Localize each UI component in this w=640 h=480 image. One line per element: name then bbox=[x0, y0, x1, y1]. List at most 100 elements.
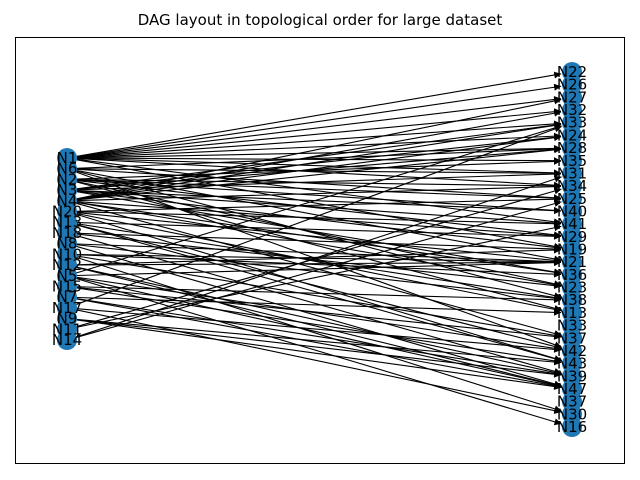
edge-N12-N39 bbox=[76, 266, 562, 376]
edge-N4-N24 bbox=[76, 134, 562, 201]
edge-N3-N40 bbox=[76, 189, 562, 215]
node-label-N1: N1 bbox=[57, 149, 78, 167]
node-label-N43: N43 bbox=[557, 355, 587, 373]
node-label-N47: N47 bbox=[557, 380, 587, 398]
edge-N20-N13 bbox=[76, 212, 562, 313]
edge-N12-N47 bbox=[76, 266, 562, 389]
node-label-N39: N39 bbox=[557, 367, 587, 385]
node-label-N30: N30 bbox=[557, 405, 587, 423]
node-label-N42: N42 bbox=[557, 342, 587, 360]
node-label-N40: N40 bbox=[557, 202, 587, 220]
edge-N1-N24 bbox=[76, 132, 562, 159]
edge-N9-N43 bbox=[76, 318, 562, 366]
node-label-N5: N5 bbox=[57, 267, 78, 285]
edge-N7-N13 bbox=[76, 296, 562, 316]
node-label-N6: N6 bbox=[57, 160, 78, 178]
node-label-N13: N13 bbox=[557, 304, 587, 322]
node-label-N28: N28 bbox=[557, 139, 587, 157]
edge-N7-N39 bbox=[76, 298, 562, 377]
edge-N9-N47 bbox=[76, 319, 562, 390]
node-label-N10: N10 bbox=[52, 245, 82, 263]
edge-N17-N42 bbox=[76, 308, 562, 353]
edge-N10-N36 bbox=[76, 254, 562, 278]
node-label-N2: N2 bbox=[57, 170, 78, 188]
node-label-N24: N24 bbox=[557, 126, 587, 144]
edge-N4-N32 bbox=[76, 109, 562, 200]
plot-frame bbox=[15, 37, 625, 464]
edge-N2-N23 bbox=[76, 180, 562, 288]
nodes-layer bbox=[57, 62, 582, 437]
node-label-N21: N21 bbox=[557, 253, 587, 271]
edge-N3-N24 bbox=[76, 133, 562, 190]
edge-N1-N35 bbox=[76, 157, 562, 165]
edge-N20-N43 bbox=[76, 213, 562, 362]
node-label-N19: N19 bbox=[557, 241, 587, 259]
edge-N11-N34 bbox=[76, 187, 562, 328]
node-label-N33: N33 bbox=[557, 317, 587, 335]
edge-N1-N27 bbox=[76, 96, 562, 158]
edge-N5-N16 bbox=[76, 278, 562, 426]
edge-N6-N38 bbox=[76, 170, 562, 300]
edge-N18-N19 bbox=[76, 232, 562, 253]
edge-N4-N34 bbox=[76, 183, 562, 202]
edge-N6-N28 bbox=[76, 145, 562, 169]
edge-N4-N27 bbox=[76, 97, 562, 200]
edge-N6-N25 bbox=[76, 168, 562, 202]
edge-N2-N40 bbox=[76, 179, 562, 214]
edge-N2-N29 bbox=[76, 179, 562, 239]
node-N16 bbox=[562, 417, 582, 437]
edge-N6-N31 bbox=[76, 168, 562, 177]
node-label-N26: N26 bbox=[557, 76, 587, 94]
node-label-N17: N17 bbox=[52, 299, 82, 317]
edge-N13-N29 bbox=[76, 221, 562, 240]
edge-N3-N33 bbox=[76, 121, 562, 190]
node-label-N29: N29 bbox=[557, 228, 587, 246]
node-label-N33: N33 bbox=[557, 114, 587, 132]
edge-N17-N33 bbox=[76, 125, 562, 305]
edge-N10-N30 bbox=[76, 256, 562, 413]
edge-N3-N36 bbox=[76, 191, 562, 276]
edge-N20-N21 bbox=[76, 211, 562, 264]
node-label-N11: N11 bbox=[52, 320, 82, 338]
edge-N1-N32 bbox=[76, 108, 562, 158]
edge-N20-N25 bbox=[76, 195, 562, 212]
edge-N18-N23 bbox=[76, 233, 562, 290]
node-label-N8: N8 bbox=[57, 235, 78, 253]
node-N14 bbox=[57, 330, 77, 350]
node-label-N13: N13 bbox=[52, 213, 82, 231]
node-label-N25: N25 bbox=[557, 190, 587, 208]
edge-N3-N19 bbox=[76, 190, 562, 251]
edge-N4-N23 bbox=[76, 201, 562, 288]
node-label-N27: N27 bbox=[557, 88, 587, 106]
chart-title: DAG layout in topological order for larg… bbox=[137, 11, 503, 29]
node-label-N4: N4 bbox=[57, 192, 78, 210]
edge-N5-N47 bbox=[76, 277, 562, 389]
edge-N2-N13 bbox=[76, 181, 562, 312]
edge-N1-N22 bbox=[76, 71, 562, 157]
edge-N7-N47 bbox=[76, 298, 562, 390]
edge-N4-N29 bbox=[76, 200, 562, 240]
node-label-N31: N31 bbox=[557, 164, 587, 182]
edge-N1-N33 bbox=[76, 120, 562, 158]
node-label-N34: N34 bbox=[557, 177, 587, 195]
node-label-N18: N18 bbox=[52, 224, 82, 242]
edge-N14-N31 bbox=[76, 175, 562, 338]
edge-N15-N38 bbox=[76, 286, 562, 304]
node-label-N7: N7 bbox=[57, 288, 78, 306]
edge-N4-N33 bbox=[76, 122, 562, 200]
edge-N1-N26 bbox=[76, 83, 562, 158]
node-label-N35: N35 bbox=[557, 152, 587, 170]
edge-N8-N21 bbox=[76, 243, 562, 266]
node-label-N22: N22 bbox=[557, 63, 587, 81]
edge-N12-N21 bbox=[76, 258, 562, 266]
node-label-N14: N14 bbox=[52, 331, 82, 349]
node-label-N32: N32 bbox=[557, 101, 587, 119]
node-label-N38: N38 bbox=[557, 291, 587, 309]
node-label-N23: N23 bbox=[557, 279, 587, 297]
edge-N5-N33 bbox=[76, 124, 562, 274]
node-label-N12: N12 bbox=[52, 256, 82, 274]
edge-N9-N39 bbox=[76, 319, 562, 378]
node-label-N36: N36 bbox=[557, 266, 587, 284]
edge-N1-N31 bbox=[76, 157, 562, 177]
